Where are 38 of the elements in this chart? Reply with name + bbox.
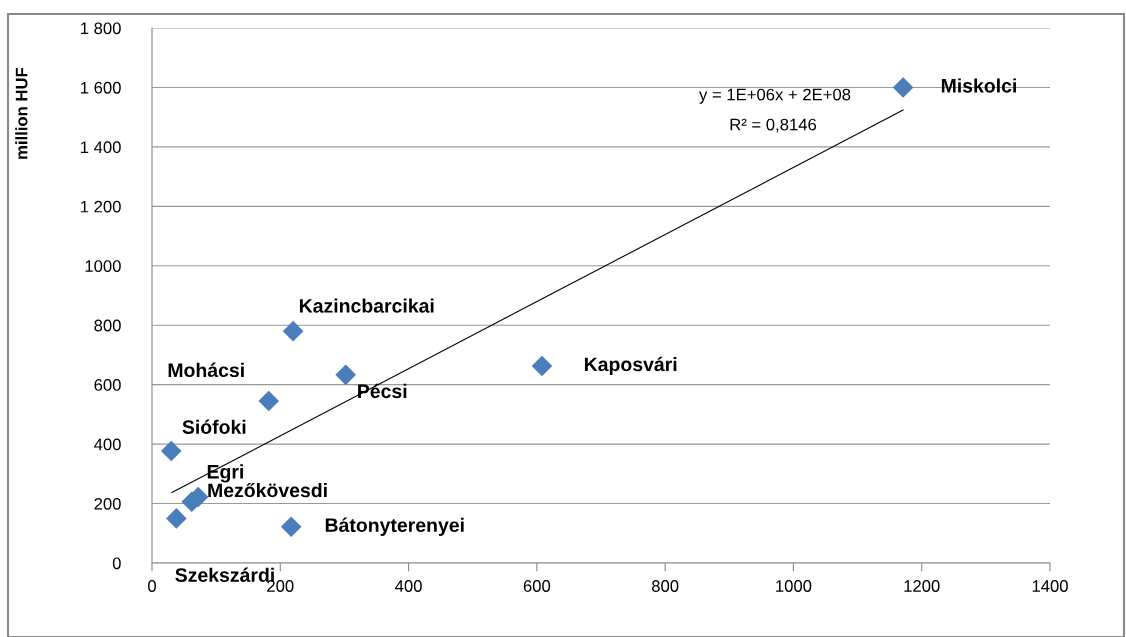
x-tick-label: 1400 [1032,580,1068,592]
point [166,508,187,529]
x-tick-label: 1200 [904,580,940,592]
annotation: Mohácsi [168,362,244,378]
point [160,440,182,462]
x-tick-label: 600 [523,580,551,592]
annotation: Egri [207,464,243,483]
annotation: Siófoki [182,419,246,434]
y-tick-label: 600 [94,379,121,391]
y-tick-label: 200 [94,497,121,510]
y-tick-label: 1 800 [81,22,121,35]
x-tick-label: 800 [651,580,679,592]
y-tick-label: 400 [94,438,121,451]
x-tick-label: 200 [267,580,294,592]
x-tick-label: 1000 [776,580,812,592]
y-tick-label: 1 200 [81,200,121,213]
annotation: Mezőkövesdi [208,482,327,498]
point [258,390,280,412]
annotation: Kazincbarcikai [299,298,434,313]
y-tick-label: 1 400 [81,141,121,154]
annotation: y = 1E+06x + 2E+08 [699,88,851,104]
annotation: Bátonyterenyei [325,517,464,536]
annotation: R² = 0,8146 [730,118,817,133]
point [280,516,302,538]
y-tick-label: 0 [112,557,121,570]
annotation: Miskolci [941,78,1016,93]
y-tick-label: 1 600 [81,81,121,94]
annotation: Szekszárdi [175,567,274,582]
point [335,364,357,386]
point [892,77,914,98]
y-tick-label: 800 [94,319,121,332]
x-tick-label: 0 [148,580,156,592]
y-tick-label: 1000 [85,260,121,272]
annotation: Kaposvári [584,356,677,376]
x-tick-label: 400 [395,580,422,592]
y-axis-title: million HUF [15,67,28,159]
point [531,355,553,377]
point [282,320,304,342]
